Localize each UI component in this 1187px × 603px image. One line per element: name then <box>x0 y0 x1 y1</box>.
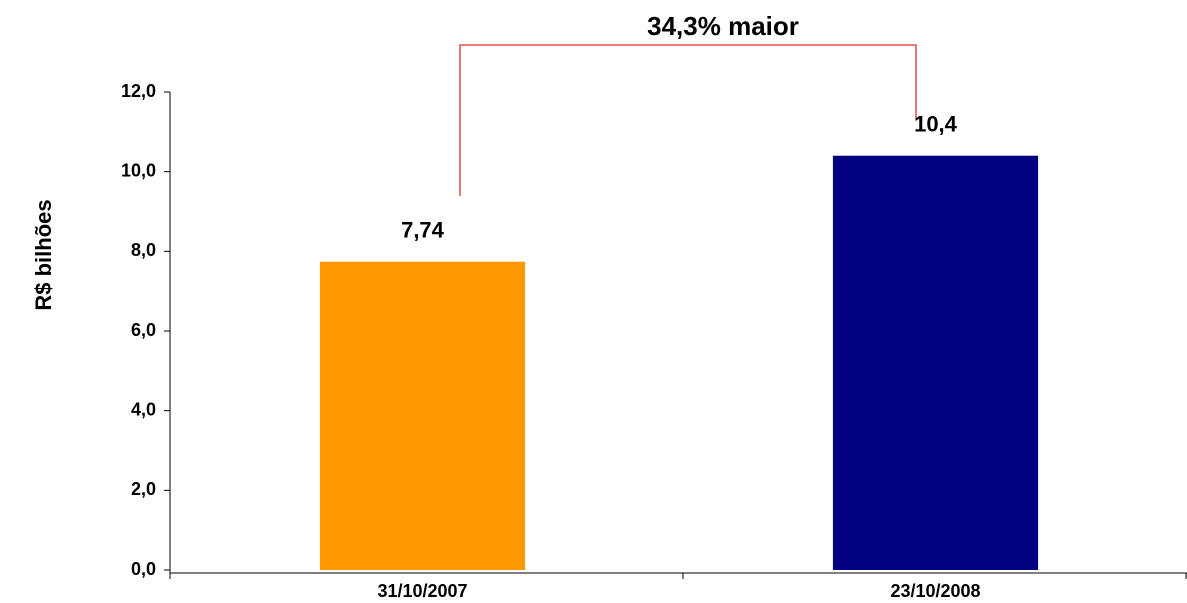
y-tick-label: 4,0 <box>131 399 156 419</box>
data-label: 7,74 <box>401 218 445 243</box>
x-tick-label: 31/10/2007 <box>377 581 467 601</box>
data-label: 10,4 <box>914 112 958 137</box>
x-tick-label: 23/10/2008 <box>890 581 980 601</box>
y-tick-label: 10,0 <box>121 160 156 180</box>
y-tick-label: 8,0 <box>131 240 156 260</box>
y-tick-label: 2,0 <box>131 479 156 499</box>
y-tick-label: 0,0 <box>131 559 156 579</box>
bar <box>319 261 526 570</box>
annotation: 34,3% maior <box>647 11 799 41</box>
y-axis-label: R$ bilhões <box>31 199 56 310</box>
bar <box>832 155 1039 570</box>
y-tick-label: 6,0 <box>131 320 156 340</box>
y-tick-label: 12,0 <box>121 81 156 101</box>
annotation-bracket <box>459 44 917 196</box>
